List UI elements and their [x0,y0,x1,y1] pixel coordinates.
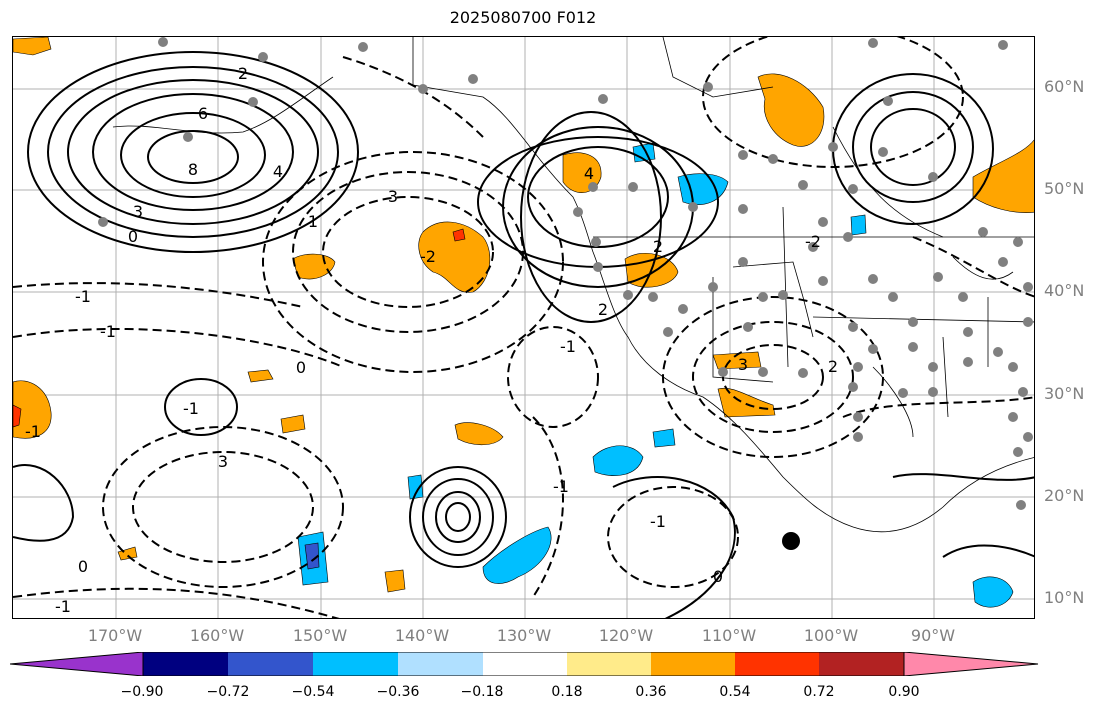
red-region [13,404,22,428]
orange-region [13,37,52,56]
contour-label: 4 [584,164,594,183]
blue-region [972,576,1014,608]
orange-region [117,546,138,561]
colorbar-segment [143,652,228,676]
contour-label: -1 [183,399,199,418]
orange-region [757,73,825,147]
lon-label: 170°W [87,626,143,645]
orange-region [454,422,504,446]
blue-region [850,214,867,236]
orange-region [247,369,274,383]
lon-label: 150°W [292,626,348,645]
contour-label: 0 [78,557,88,576]
contour-label: 3 [388,187,398,206]
station-dots [98,37,1033,510]
contour-label: 3 [218,452,228,471]
lat-label: 20°N [1044,486,1085,505]
contour-label-group: 6 8 4 3 0 2 1 -1 3 -1 -2 3 0 -1 4 2 2 -1… [25,64,838,616]
blue-region [407,474,424,500]
dark-blue-region [304,542,320,570]
contour-label: 2 [238,64,248,83]
orange-region [712,351,762,370]
colorbar-segment [819,652,904,676]
colorbar-segment [483,652,567,676]
contour-label: -1 [100,322,116,341]
colorbar-segment [567,652,651,676]
contour-label: 2 [598,300,608,319]
blue-region [652,428,676,448]
contour-label: 6 [198,104,208,123]
contour-label: 3 [738,355,748,374]
contour-label: 4 [273,162,283,181]
contour-label: -2 [420,247,436,266]
colorbar-tick: 0.36 [635,684,667,700]
contour-label: -1 [650,512,666,531]
storm-center-marker [782,532,800,550]
colorbar-tick: −0.72 [206,684,250,700]
lon-label: 130°W [496,626,552,645]
colorbar [10,652,1039,676]
colorbar-segment [735,652,819,676]
colorbar-extend-high [903,652,1039,676]
orange-region [292,253,336,280]
contour-label: 0 [128,227,138,246]
colorbar-tick: −0.36 [376,684,420,700]
blue-region [482,526,552,584]
lon-label: 90°W [910,626,956,645]
lon-label: 120°W [598,626,654,645]
orange-region [418,221,491,293]
lat-label: 40°N [1044,281,1085,300]
contour-label: -1 [560,337,576,356]
contour-label: -1 [75,287,91,306]
orange-region [972,139,1034,213]
contour-label: -1 [55,597,71,616]
coastlines [112,37,1034,533]
lon-label: 140°W [394,626,450,645]
colorbar-segment [228,652,313,676]
dashed-contours [13,37,1034,618]
blue-region [677,173,729,205]
lat-label: 50°N [1044,179,1085,198]
contour-label: 0 [296,358,306,377]
colorbar-segment [398,652,483,676]
lon-label: 100°W [803,626,859,645]
contour-label: 8 [188,160,198,179]
map-canvas: 6 8 4 3 0 2 1 -1 3 -1 -2 3 0 -1 4 2 2 -1… [13,37,1034,618]
colorbar-tick: 0.18 [551,684,583,700]
contour-label: 2 [653,237,663,256]
orange-region [280,414,306,434]
colorbar-segment [313,652,398,676]
colorbar-segment [651,652,735,676]
lat-label: 10°N [1044,588,1085,607]
lat-label: 60°N [1044,77,1085,96]
map-title: 2025080700 F012 [449,8,597,27]
colorbar-extend-low [10,652,144,676]
contour-label: -1 [25,422,41,441]
orange-region [13,380,52,439]
contour-label: -2 [805,232,821,251]
colorbar-tick: −0.18 [460,684,504,700]
colorbar-tick: 0.54 [719,684,751,700]
contour-label: -1 [553,477,569,496]
orange-region [384,569,406,593]
colorbar-tick: −0.90 [120,684,164,700]
contour-label: 3 [133,202,143,221]
lon-label: 110°W [701,626,757,645]
contour-label: 0 [713,567,723,586]
contour-label: 1 [308,212,318,231]
colorbar-tick: −0.54 [291,684,335,700]
contour-label: 2 [828,357,838,376]
red-region [452,228,466,242]
colorbar-tick: 0.72 [803,684,835,700]
orange-region [717,387,776,418]
blue-region [592,445,644,476]
colorbar-tick: 0.90 [888,684,920,700]
lat-label: 30°N [1044,384,1085,403]
map-panel: 6 8 4 3 0 2 1 -1 3 -1 -2 3 0 -1 4 2 2 -1… [12,36,1035,619]
lon-label: 160°W [189,626,245,645]
